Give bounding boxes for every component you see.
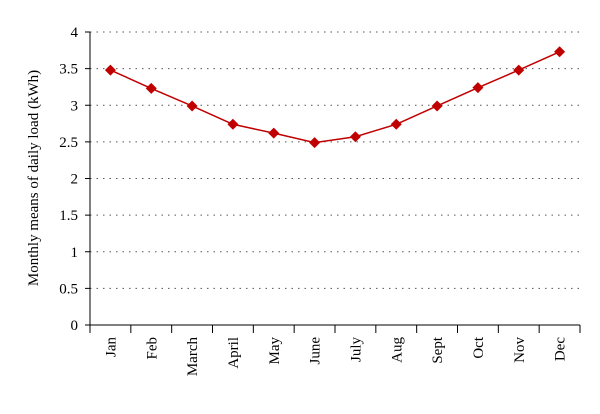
marker: [554, 46, 566, 58]
x-tick-label: Feb: [144, 337, 160, 360]
x-tick-label: Aug: [389, 337, 405, 363]
x-tick-label: March: [185, 337, 201, 377]
y-tick-label: 0.5: [59, 281, 78, 297]
marker: [227, 118, 239, 130]
x-tick-label: Dec: [553, 337, 569, 361]
y-tick-label: 4: [71, 25, 79, 41]
x-tick-label: Nov: [512, 337, 528, 363]
x-tick-label: April: [226, 337, 242, 369]
marker: [309, 137, 321, 149]
x-tick-label: May: [267, 337, 283, 365]
y-tick-label: 2: [71, 172, 79, 188]
marker: [431, 100, 443, 112]
marker: [349, 131, 361, 143]
y-tick-label: 2.5: [59, 135, 78, 151]
marker: [268, 127, 280, 139]
x-tick-label: Sept: [430, 336, 446, 364]
x-tick-label: June: [308, 337, 324, 365]
y-tick-label: 3: [71, 98, 79, 114]
x-tick-label: Jan: [103, 337, 119, 357]
marker: [145, 82, 157, 94]
marker: [104, 64, 116, 76]
x-tick-label: Oct: [471, 336, 487, 358]
y-tick-label: 1.5: [59, 208, 78, 224]
y-axis-label: Monthly means of daily load (kWh): [26, 70, 42, 286]
marker: [513, 64, 525, 76]
marker: [186, 100, 198, 112]
y-tick-label: 0: [71, 318, 79, 334]
marker: [390, 118, 402, 130]
y-tick-label: 3.5: [59, 62, 78, 78]
x-tick-label: July: [348, 337, 364, 363]
marker: [472, 82, 484, 94]
line: [110, 51, 560, 144]
y-tick-label: 1: [71, 245, 79, 261]
